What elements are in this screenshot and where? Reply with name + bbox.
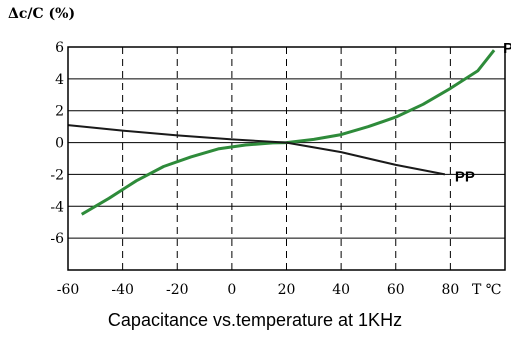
chart-caption: Capacitance vs.temperature at 1KHz (108, 310, 402, 330)
series-label-pe: PE (503, 40, 511, 57)
series-lines (67, 49, 496, 216)
x-tick-label: 0 (227, 282, 236, 298)
x-tick-label: -60 (57, 282, 80, 298)
series-labels: PE PP (455, 40, 511, 185)
x-tick-label: 60 (387, 282, 405, 298)
x-tick-label: -20 (166, 282, 189, 298)
x-tick-labels: -60 -40 -20 0 20 40 60 80 (57, 282, 460, 298)
y-tick-labels: 6 4 2 0 -2 -4 -6 (50, 40, 64, 247)
x-tick-label: 80 (441, 282, 459, 298)
y-tick-label: 4 (55, 72, 64, 88)
y-tick-label: -2 (50, 167, 64, 183)
y-tick-label: -4 (50, 199, 64, 215)
y-tick-label: 6 (55, 40, 64, 56)
plot-frame (67, 46, 506, 271)
y-axis-label: Δc/C (%) (8, 6, 75, 22)
grid (68, 46, 505, 270)
y-tick-label: 2 (55, 104, 64, 120)
series-label-pp: PP (455, 168, 475, 185)
y-tick-label: -6 (50, 231, 64, 247)
y-tick-label: 0 (55, 136, 64, 152)
x-tick-label: 20 (278, 282, 296, 298)
x-tick-label: -40 (111, 282, 134, 298)
x-axis-label: T ℃ (472, 282, 501, 298)
series-line-pp (67, 124, 446, 176)
x-tick-label: 40 (332, 282, 350, 298)
